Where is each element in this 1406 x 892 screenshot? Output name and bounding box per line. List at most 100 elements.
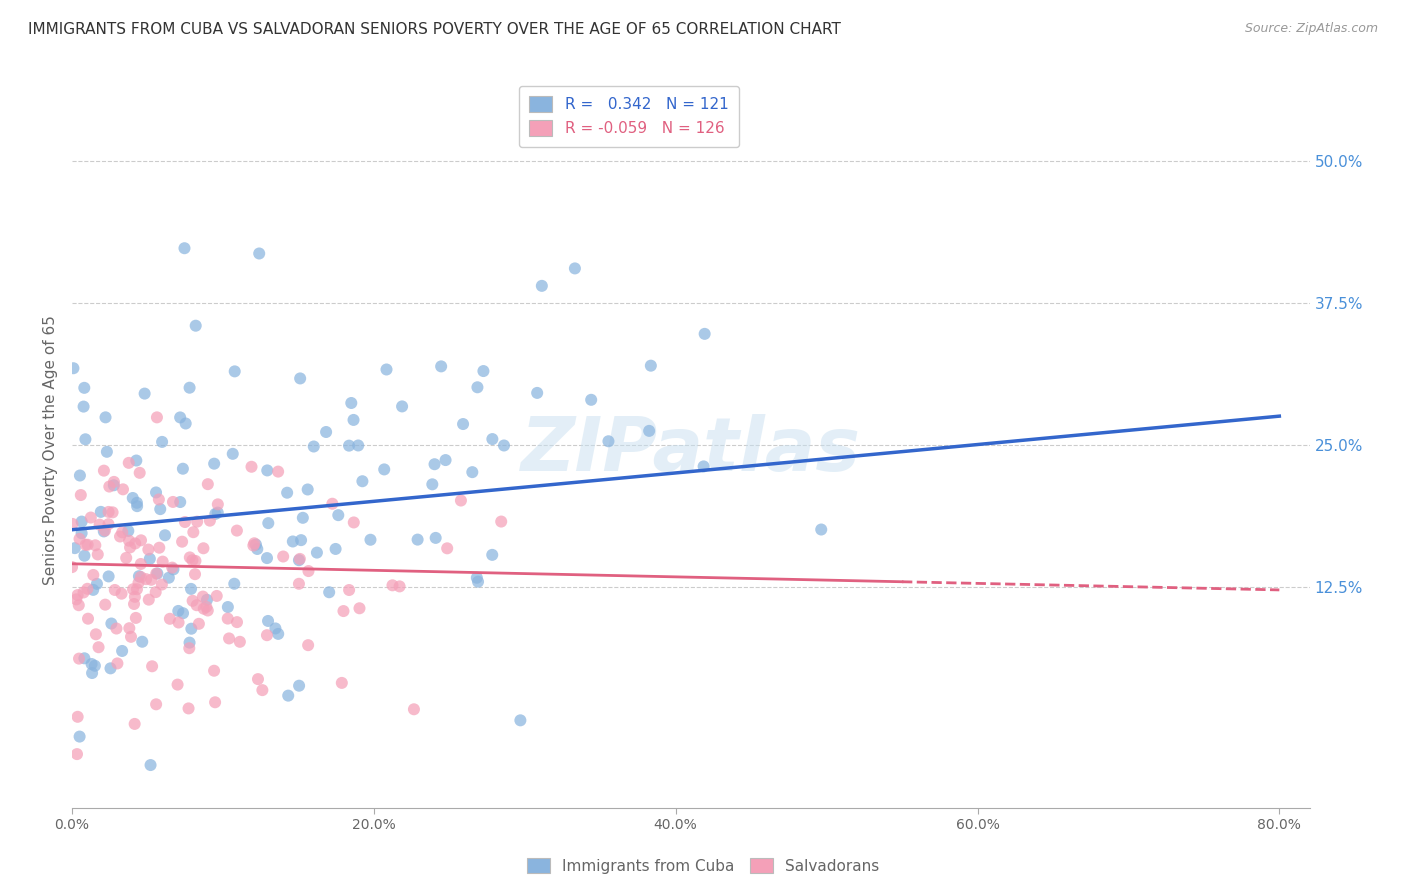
Point [157,571,180,585]
Point [94,410,117,425]
Point [125,453,148,467]
Point [60,560,83,574]
Point [104,582,127,597]
Point [150,577,173,591]
Point [202,664,225,678]
Point [288,552,311,566]
Point [181,594,204,608]
Point [76,538,98,552]
Point [489,515,512,529]
Point [179,641,201,656]
Point [277,689,299,703]
Point [94,598,117,612]
Point [97,569,120,583]
Point [84,627,107,641]
Point [72,585,94,599]
Point [257,614,280,628]
Point [69,532,91,546]
Point [288,576,311,591]
Point [139,758,162,772]
Point [184,318,207,333]
Point [217,600,239,615]
Point [267,627,290,641]
Point [145,698,167,712]
Point [172,461,194,475]
Point [202,457,225,471]
Point [318,585,340,599]
Point [337,439,360,453]
Point [66,710,89,724]
Point [530,278,553,293]
Point [434,453,457,467]
Point [63,541,86,555]
Point [305,546,328,560]
Point [66,588,89,602]
Point [121,491,143,505]
Point [108,529,131,543]
Point [183,525,205,540]
Point [97,505,120,519]
Point [173,241,195,255]
Point [242,539,264,553]
Point [152,555,174,569]
Point [217,611,239,625]
Point [118,621,141,635]
Point [127,499,149,513]
Point [129,570,152,584]
Point [225,524,247,538]
Point [288,679,311,693]
Point [179,550,201,565]
Point [276,485,298,500]
Point [172,534,194,549]
Point [125,496,148,510]
Point [145,485,167,500]
Point [75,432,97,446]
Point [122,582,145,597]
Point [526,385,548,400]
Point [101,505,124,519]
Point [80,666,103,681]
Point [461,465,484,479]
Point [224,576,246,591]
Y-axis label: Seniors Poverty Over the Age of 65: Seniors Poverty Over the Age of 65 [44,315,58,585]
Point [73,651,96,665]
Point [115,550,138,565]
Point [436,541,458,556]
Point [122,597,145,611]
Point [328,508,350,523]
Point [692,459,714,474]
Point [125,611,148,625]
Point [62,516,84,531]
Point [150,434,173,449]
Point [352,475,374,489]
Point [467,380,489,394]
Point [83,658,105,673]
Point [118,541,141,555]
Point [481,432,503,446]
Text: ZIPatlas: ZIPatlas [520,414,860,487]
Point [420,477,443,491]
Point [288,371,311,385]
Point [467,574,489,589]
Point [149,502,172,516]
Point [86,577,108,591]
Point [80,510,103,524]
Point [100,661,122,675]
Point [167,604,190,618]
Point [172,606,194,620]
Point [451,417,474,431]
Point [205,589,228,603]
Point [97,517,120,532]
Point [186,599,208,613]
Point [138,592,160,607]
Point [509,714,531,728]
Point [75,538,97,552]
Point [492,438,515,452]
Point [162,495,184,509]
Point [197,603,219,617]
Point [229,635,252,649]
Point [87,548,110,562]
Legend: Immigrants from Cuba, Salvadorans: Immigrants from Cuba, Salvadorans [520,852,886,880]
Point [184,554,207,568]
Point [264,622,287,636]
